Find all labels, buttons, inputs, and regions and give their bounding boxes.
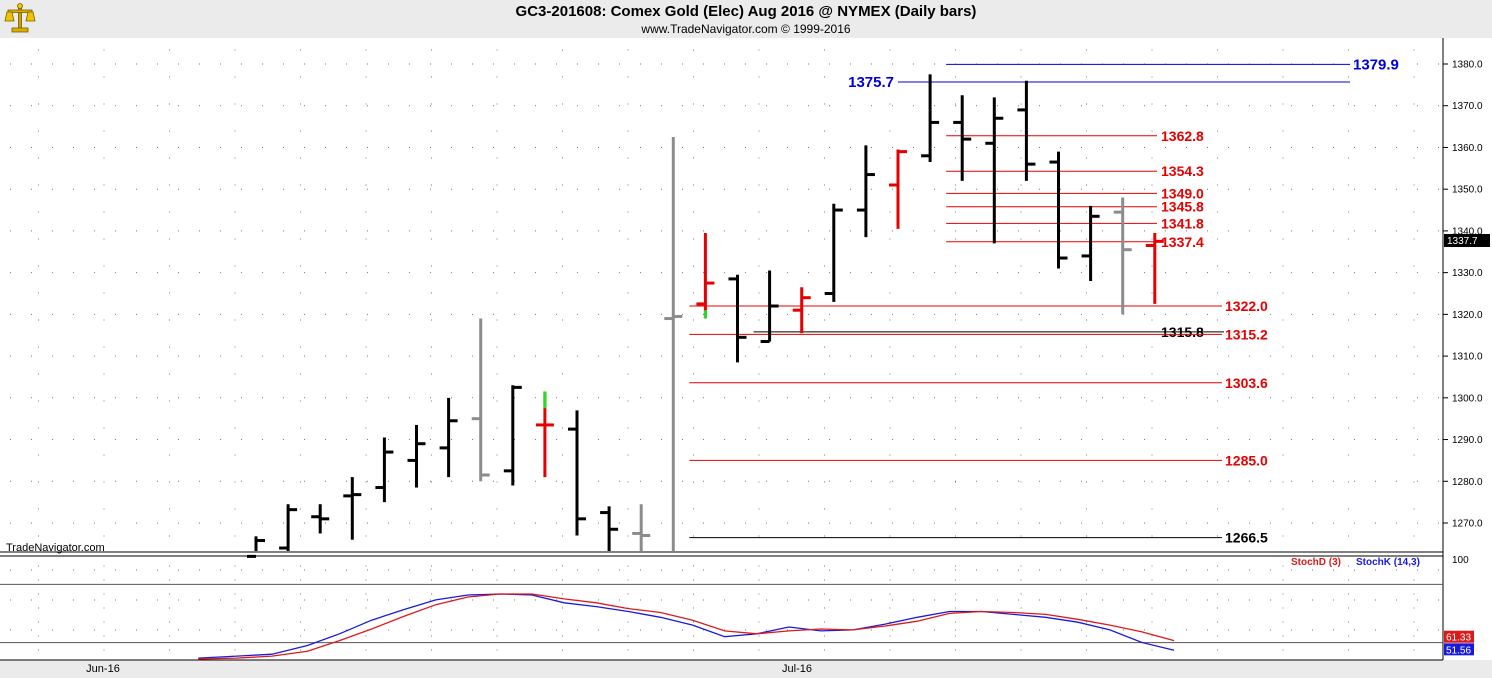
stoch-k-value: 51.56 (1446, 645, 1471, 656)
price-tick-label: 1330.0 (1452, 268, 1483, 279)
level-label: 1266.5 (1225, 530, 1268, 546)
ohlc-bars (247, 74, 1164, 558)
chart-title: GC3-201608: Comex Gold (Elec) Aug 2016 @… (515, 3, 977, 20)
gold-scales-logo-icon (4, 3, 36, 33)
plot-frame (0, 38, 1444, 661)
stoch-line-k (198, 593, 1175, 659)
level-label: 1341.8 (1161, 215, 1204, 231)
price-axis: 1270.0 1280.0 1290.0 1300.0 1310.0 1320.0 1330… (1443, 60, 1490, 530)
level-label: 1322.0 (1225, 298, 1268, 314)
date-axis: Jun-16 Jul-16 (86, 663, 812, 675)
chart-header: GC3-201608: Comex Gold (Elec) Aug 2016 @… (0, 0, 1492, 38)
grid-dots (10, 49, 1439, 651)
price-tick-label: 1310.0 (1452, 352, 1483, 363)
level-label: 1315.2 (1225, 326, 1268, 342)
price-tick-label: 1280.0 (1452, 477, 1483, 488)
price-tick-label: 1340.0 (1452, 226, 1483, 237)
legend-stoch-d: StochD (3) (1291, 557, 1341, 568)
level-label: 1362.8 (1161, 128, 1204, 144)
price-tick-label: 1380.0 (1452, 60, 1483, 71)
price-tick-label: 1270.0 (1452, 519, 1483, 530)
price-chart[interactable]: 1270.0 1280.0 1290.0 1300.0 1310.0 1320.0 1330… (0, 38, 1492, 678)
level-label: 1354.3 (1161, 163, 1204, 179)
price-tick-label: 1370.0 (1452, 101, 1483, 112)
level-label: 1285.0 (1225, 452, 1268, 468)
stoch-d-value: 61.33 (1446, 633, 1471, 644)
copyright-text: www.TradeNavigator.com © 1999-2016 (641, 22, 851, 36)
price-tick-label: 1350.0 (1452, 185, 1483, 196)
watermark-text: TradeNavigator.com (6, 542, 105, 554)
level-label: 1337.4 (1161, 234, 1204, 250)
level-label: 1303.6 (1225, 375, 1268, 391)
level-label: 1345.8 (1161, 199, 1204, 215)
date-axis-strip (0, 660, 1492, 678)
last-price-badge (1444, 234, 1490, 248)
last-price-label: 1337.7 (1447, 236, 1478, 247)
level-label: 1349.0 (1161, 185, 1204, 201)
stoch-line-d (198, 593, 1175, 660)
level-label: 1379.9 (1353, 56, 1399, 73)
legend-stoch-k: StochK (14,3) (1356, 557, 1420, 568)
stoch-k-badge (1444, 643, 1474, 656)
level-label: 1375.7 (848, 74, 894, 91)
price-tick-label: 1360.0 (1452, 143, 1483, 154)
price-tick-label: 1290.0 (1452, 435, 1483, 446)
price-tick-label: 1320.0 (1452, 310, 1483, 321)
stoch-axis-label: 100 (1452, 555, 1469, 566)
date-axis-label: Jun-16 (86, 663, 120, 675)
level-label: 1315.8 (1161, 324, 1204, 340)
stoch-d-badge (1444, 630, 1474, 643)
date-axis-label: Jul-16 (782, 663, 812, 675)
price-tick-label: 1300.0 (1452, 393, 1483, 404)
price-levels: 1379.9 1375.7 1362.8 1354.3 1349.01345.81341… (689, 56, 1399, 546)
grid-dot-pattern (10, 49, 1439, 651)
